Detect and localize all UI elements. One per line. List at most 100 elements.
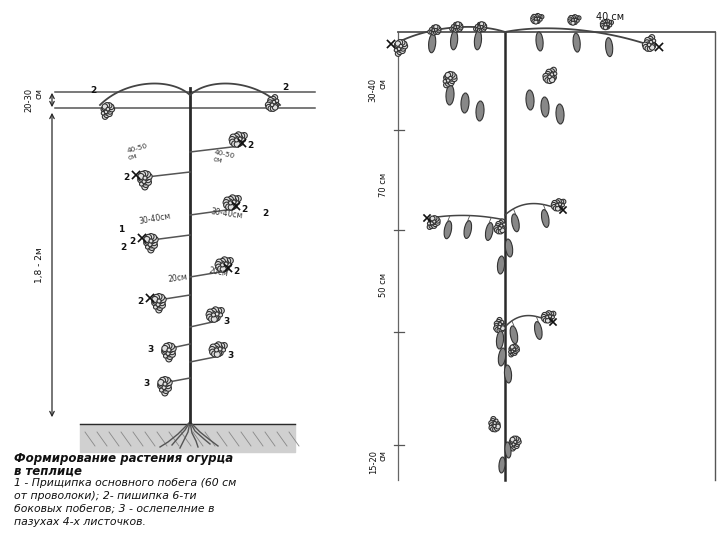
Circle shape [223,265,229,271]
Circle shape [480,25,485,30]
Circle shape [458,27,462,31]
Circle shape [233,138,240,145]
Circle shape [402,41,407,46]
Circle shape [434,26,438,31]
Circle shape [102,104,107,109]
Circle shape [480,24,484,28]
Circle shape [495,228,499,233]
Circle shape [430,28,433,30]
Circle shape [547,78,553,84]
Circle shape [431,221,433,225]
Circle shape [432,224,436,228]
Circle shape [552,205,557,210]
Circle shape [434,29,437,31]
Circle shape [498,222,503,227]
Circle shape [510,346,514,350]
Circle shape [500,219,505,224]
Circle shape [512,443,516,446]
Circle shape [107,106,112,112]
Circle shape [482,24,487,28]
Circle shape [449,76,454,81]
Circle shape [446,81,451,86]
Circle shape [165,383,171,389]
Circle shape [145,245,150,249]
Circle shape [213,312,219,319]
Circle shape [600,22,605,26]
Circle shape [162,390,168,396]
Circle shape [166,352,170,355]
Circle shape [445,72,451,78]
Circle shape [645,42,651,48]
Circle shape [432,29,435,31]
Circle shape [431,218,436,223]
Circle shape [449,80,454,86]
Circle shape [157,298,163,303]
Circle shape [557,205,561,210]
Circle shape [494,321,499,326]
Circle shape [510,438,515,443]
Circle shape [235,195,241,201]
Circle shape [577,16,581,20]
Circle shape [241,132,247,139]
Circle shape [549,69,554,74]
Circle shape [237,134,243,141]
Circle shape [210,308,217,314]
Circle shape [558,205,562,210]
Text: 2: 2 [129,237,135,246]
Circle shape [272,105,278,110]
Circle shape [454,28,458,32]
Circle shape [224,202,230,208]
Circle shape [400,48,405,53]
Text: 20-30
см: 20-30 см [24,88,44,112]
Circle shape [481,22,485,26]
Circle shape [216,264,222,270]
Circle shape [554,204,559,209]
Circle shape [545,316,549,321]
Circle shape [497,328,502,333]
Circle shape [211,316,217,322]
Ellipse shape [606,38,613,57]
Circle shape [649,41,654,46]
Circle shape [495,423,500,428]
Text: 50 см: 50 см [379,273,388,297]
Circle shape [157,299,161,303]
Circle shape [221,342,228,349]
Circle shape [508,350,511,353]
Circle shape [497,321,502,326]
Circle shape [395,42,400,48]
Circle shape [547,76,553,81]
Circle shape [161,380,167,386]
Circle shape [552,200,557,205]
Circle shape [474,27,478,31]
Circle shape [107,103,112,108]
Circle shape [395,41,400,46]
Circle shape [161,383,166,389]
Circle shape [156,294,162,300]
Circle shape [649,40,653,44]
Circle shape [163,382,167,386]
Circle shape [489,426,494,430]
Circle shape [138,175,144,181]
Circle shape [212,307,219,313]
Circle shape [217,266,224,272]
Circle shape [454,22,459,26]
Circle shape [157,305,163,310]
Circle shape [650,42,656,48]
Circle shape [546,315,549,319]
Circle shape [397,47,402,52]
Circle shape [109,106,114,112]
Circle shape [437,29,441,33]
Circle shape [166,380,172,386]
Circle shape [152,300,158,306]
Circle shape [499,225,504,230]
Circle shape [160,388,163,392]
Circle shape [496,320,501,325]
Circle shape [267,100,273,105]
Circle shape [216,347,222,353]
Circle shape [235,138,238,142]
Text: 3: 3 [143,380,149,388]
Circle shape [444,82,449,88]
Ellipse shape [505,442,511,458]
Circle shape [534,15,539,18]
Circle shape [493,424,496,428]
